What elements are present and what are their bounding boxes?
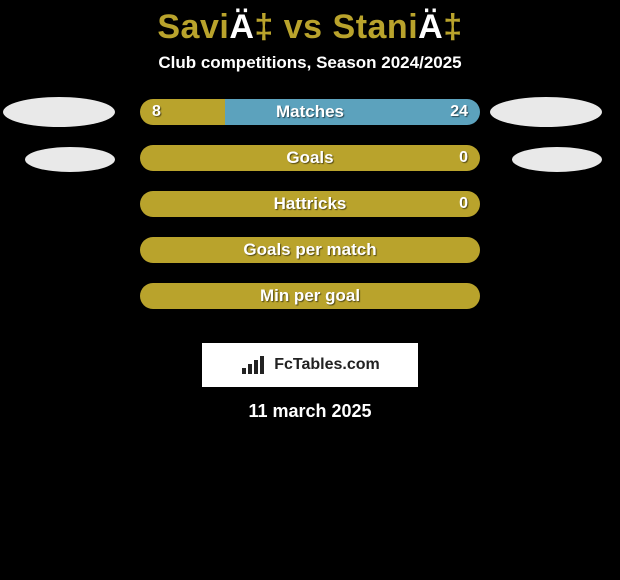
subtitle: Club competitions, Season 2024/2025 <box>0 53 620 73</box>
bar-seg-left <box>140 283 480 309</box>
stat-bar: Min per goal <box>140 283 480 309</box>
date-label: 11 march 2025 <box>0 401 620 422</box>
stat-row: Min per goal <box>0 283 620 329</box>
bar-seg-left <box>140 191 480 217</box>
comparison-chart: Matches824 Goals0 Hattricks0 Goals per matc… <box>0 99 620 329</box>
stat-bar: Hattricks0 <box>140 191 480 217</box>
player-oval-left <box>3 97 115 127</box>
stat-bar: Matches824 <box>140 99 480 125</box>
bar-seg-left <box>140 145 480 171</box>
bar-seg-left <box>140 99 225 125</box>
logo-text: FcTables.com <box>274 356 380 374</box>
page-title: SaviÄ‡ vs StaniÄ‡ <box>0 8 620 47</box>
stat-row: Hattricks0 <box>0 191 620 237</box>
player-oval-left <box>25 147 115 172</box>
bar-seg-right <box>225 99 480 125</box>
bars-icon <box>240 354 268 376</box>
stat-row: Matches824 <box>0 99 620 145</box>
stat-row: Goals0 <box>0 145 620 191</box>
bar-seg-left <box>140 237 480 263</box>
player-oval-right <box>490 97 602 127</box>
stat-bar: Goals per match <box>140 237 480 263</box>
stat-bar: Goals0 <box>140 145 480 171</box>
player-oval-right <box>512 147 602 172</box>
stat-row: Goals per match <box>0 237 620 283</box>
site-logo: FcTables.com <box>202 343 418 387</box>
